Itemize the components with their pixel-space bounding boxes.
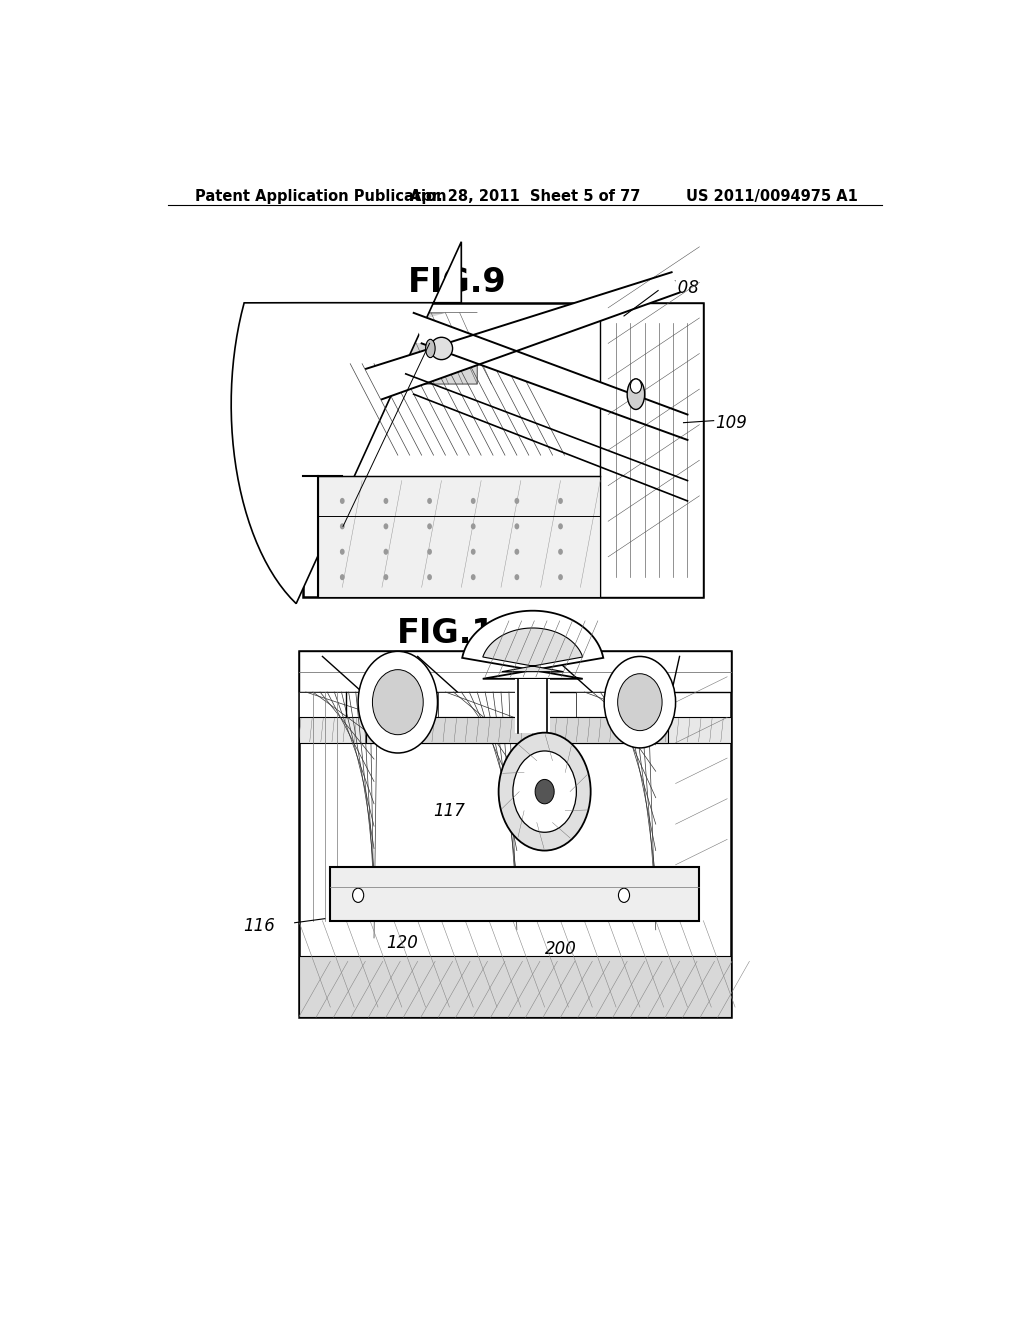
Text: 111: 111 (311, 519, 341, 533)
Polygon shape (318, 475, 600, 598)
Circle shape (558, 523, 563, 529)
Circle shape (384, 523, 388, 529)
Text: 116: 116 (243, 917, 274, 935)
Ellipse shape (426, 339, 435, 358)
Text: FIG.10: FIG.10 (396, 616, 518, 649)
Circle shape (514, 498, 519, 504)
Polygon shape (414, 313, 687, 440)
Circle shape (340, 549, 345, 554)
Circle shape (514, 549, 519, 554)
Text: Patent Application Publication: Patent Application Publication (196, 189, 446, 205)
Polygon shape (367, 272, 680, 399)
Polygon shape (342, 313, 608, 343)
Text: FIG.9: FIG.9 (408, 265, 507, 298)
Polygon shape (577, 692, 655, 718)
Circle shape (427, 498, 432, 504)
Circle shape (471, 574, 475, 581)
Circle shape (340, 574, 345, 581)
Polygon shape (303, 302, 382, 338)
Circle shape (471, 523, 475, 529)
Circle shape (471, 549, 475, 554)
Circle shape (427, 523, 432, 529)
Text: 117: 117 (433, 803, 465, 820)
Circle shape (340, 498, 345, 504)
Circle shape (536, 779, 554, 804)
Text: 108: 108 (668, 280, 699, 297)
Circle shape (358, 651, 437, 752)
Circle shape (384, 498, 388, 504)
Circle shape (499, 733, 591, 850)
Circle shape (384, 549, 388, 554)
Circle shape (427, 574, 432, 581)
Circle shape (617, 673, 663, 731)
Text: 200: 200 (545, 940, 577, 958)
Circle shape (340, 523, 345, 529)
Polygon shape (299, 692, 374, 718)
Ellipse shape (430, 338, 453, 359)
Polygon shape (462, 611, 603, 678)
Circle shape (513, 751, 577, 833)
Circle shape (604, 656, 676, 748)
Text: US 2011/0094975 A1: US 2011/0094975 A1 (686, 189, 858, 205)
Polygon shape (299, 651, 731, 1018)
Circle shape (384, 574, 388, 581)
Polygon shape (303, 302, 703, 598)
Text: 120: 120 (386, 935, 418, 952)
Circle shape (373, 669, 423, 735)
Text: 109: 109 (715, 413, 748, 432)
Circle shape (631, 379, 641, 393)
Text: Apr. 28, 2011  Sheet 5 of 77: Apr. 28, 2011 Sheet 5 of 77 (410, 189, 640, 205)
Ellipse shape (627, 379, 645, 409)
Polygon shape (231, 242, 462, 603)
Circle shape (514, 523, 519, 529)
Polygon shape (437, 692, 517, 718)
Circle shape (514, 574, 519, 581)
Circle shape (558, 549, 563, 554)
Polygon shape (482, 628, 583, 672)
Polygon shape (299, 956, 731, 1018)
Polygon shape (515, 678, 550, 733)
Circle shape (427, 549, 432, 554)
Polygon shape (299, 651, 731, 692)
Polygon shape (331, 867, 699, 921)
Polygon shape (367, 718, 668, 743)
Circle shape (618, 888, 630, 903)
Circle shape (471, 498, 475, 504)
Polygon shape (303, 313, 477, 384)
Circle shape (558, 574, 563, 581)
Polygon shape (600, 302, 703, 598)
Polygon shape (299, 718, 731, 743)
Circle shape (558, 498, 563, 504)
Circle shape (352, 888, 364, 903)
